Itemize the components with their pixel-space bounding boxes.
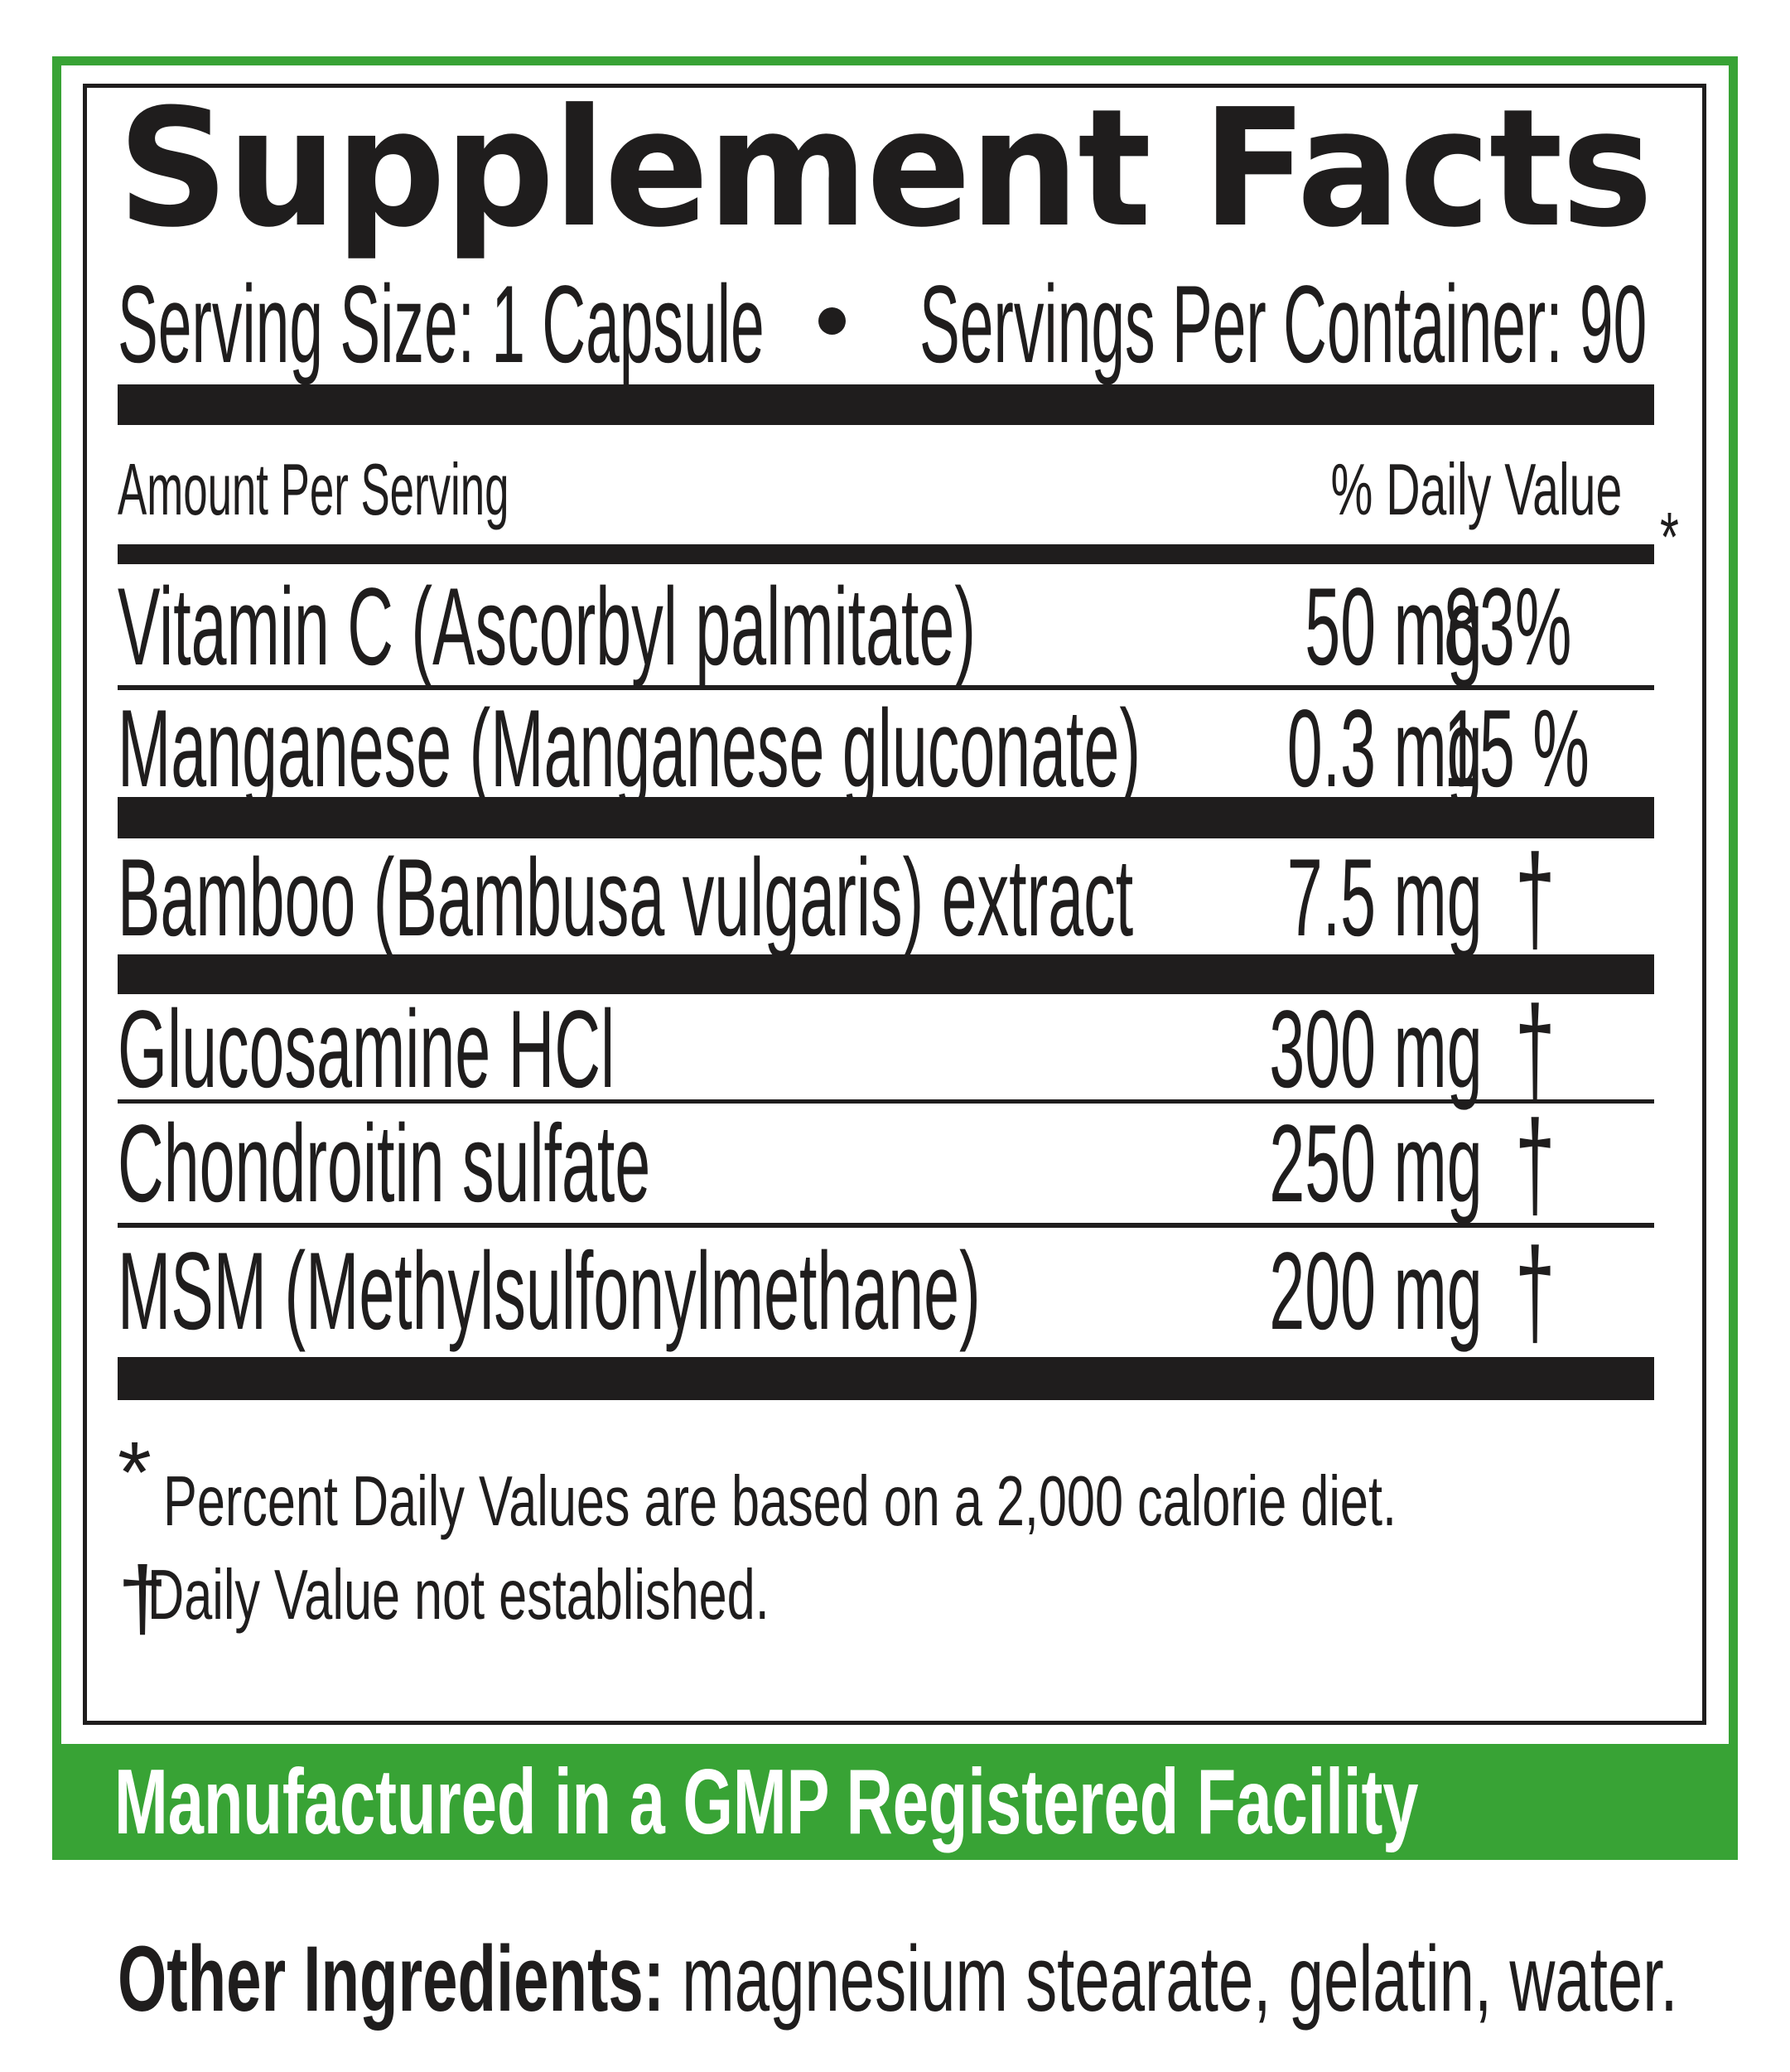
daily-value-column-header: % Daily Value xyxy=(1330,448,1622,530)
thick-divider xyxy=(118,384,1654,425)
daily-value-asterisk: * xyxy=(1660,498,1679,576)
bullet-separator-icon xyxy=(818,307,846,335)
ingredient-amount: 300 mg xyxy=(1269,988,1483,1111)
asterisk-marker: * xyxy=(118,1424,152,1521)
ingredient-daily-value: 83% xyxy=(1444,566,1572,688)
table-row: Vitamin C (Ascorbyl palmitate) 50 mg 83% xyxy=(118,572,1654,688)
ingredient-name: Bamboo (Bambusa vulgaris) extract xyxy=(118,837,1134,959)
table-row: Manganese (Manganese gluconate) 0.3 mg 1… xyxy=(118,694,1654,810)
ingredient-amount: 7.5 mg xyxy=(1287,837,1483,959)
ingredient-daily-value: † xyxy=(1515,828,1556,968)
thick-divider xyxy=(118,1357,1654,1400)
ingredient-name: Chondroitin sulfate xyxy=(118,1103,651,1225)
footnote-percent-dv: * Percent Daily Values are based on a 2,… xyxy=(118,1429,1654,1558)
ingredient-amount: 0.3 mg xyxy=(1287,688,1483,810)
thin-divider xyxy=(118,685,1654,690)
servings-per-container-text: Servings Per Container: 90 xyxy=(919,263,1648,386)
ingredient-daily-value: 15 % xyxy=(1444,688,1590,810)
ingredient-amount: 200 mg xyxy=(1269,1230,1483,1353)
ingredient-amount: 250 mg xyxy=(1269,1103,1483,1225)
ingredient-daily-value: † xyxy=(1515,1094,1556,1234)
ingredient-name: Glucosamine HCl xyxy=(118,988,615,1111)
amount-column-header: Amount Per Serving xyxy=(118,448,509,530)
ingredient-amount: 50 mg xyxy=(1305,566,1483,688)
table-row: MSM (Methylsulfonylmethane) 200 mg † xyxy=(118,1222,1654,1361)
ingredient-daily-value: † xyxy=(1515,980,1556,1119)
other-ingredients-text: magnesium stearate, gelatin, water. xyxy=(664,1927,1678,2031)
serving-info-line: Serving Size: 1 Capsule Servings Per Con… xyxy=(118,270,1654,380)
other-ingredients-label: Other Ingredients: xyxy=(118,1927,665,2031)
other-ingredients-line: Other Ingredients: magnesium stearate, g… xyxy=(118,1933,1774,2026)
facts-panel xyxy=(83,84,1706,1725)
ingredient-daily-value: † xyxy=(1515,1222,1556,1361)
footnote-text: Percent Daily Values are based on a 2,00… xyxy=(163,1462,1397,1541)
serving-size-text: Serving Size: 1 Capsule xyxy=(118,263,765,386)
table-row: Chondroitin sulfate 250 mg † xyxy=(118,1094,1654,1234)
gmp-banner: Manufactured in a GMP Registered Facilit… xyxy=(52,1744,1738,1860)
footnote-text: Daily Value not established. xyxy=(147,1556,770,1635)
ingredient-name: Manganese (Manganese gluconate) xyxy=(118,688,1141,810)
thin-divider xyxy=(118,1099,1654,1104)
ingredient-name: Vitamin C (Ascorbyl palmitate) xyxy=(118,566,977,688)
medium-divider xyxy=(118,544,1654,564)
dagger-marker: † xyxy=(118,1548,168,1648)
thick-divider xyxy=(118,797,1654,838)
footnote-daily-value: † Daily Value not established. xyxy=(118,1553,1654,1651)
thin-divider xyxy=(118,1223,1654,1228)
page-title: Supplement Facts xyxy=(118,75,1653,263)
gmp-banner-text: Manufactured in a GMP Registered Facilit… xyxy=(114,1751,1419,1853)
thick-divider xyxy=(118,954,1654,994)
table-row: Glucosamine HCl 300 mg † xyxy=(118,980,1654,1119)
table-row: Bamboo (Bambusa vulgaris) extract 7.5 mg… xyxy=(118,828,1654,968)
ingredient-name: MSM (Methylsulfonylmethane) xyxy=(118,1230,981,1353)
table-header-row: Amount Per Serving % Daily Value xyxy=(118,453,1654,526)
